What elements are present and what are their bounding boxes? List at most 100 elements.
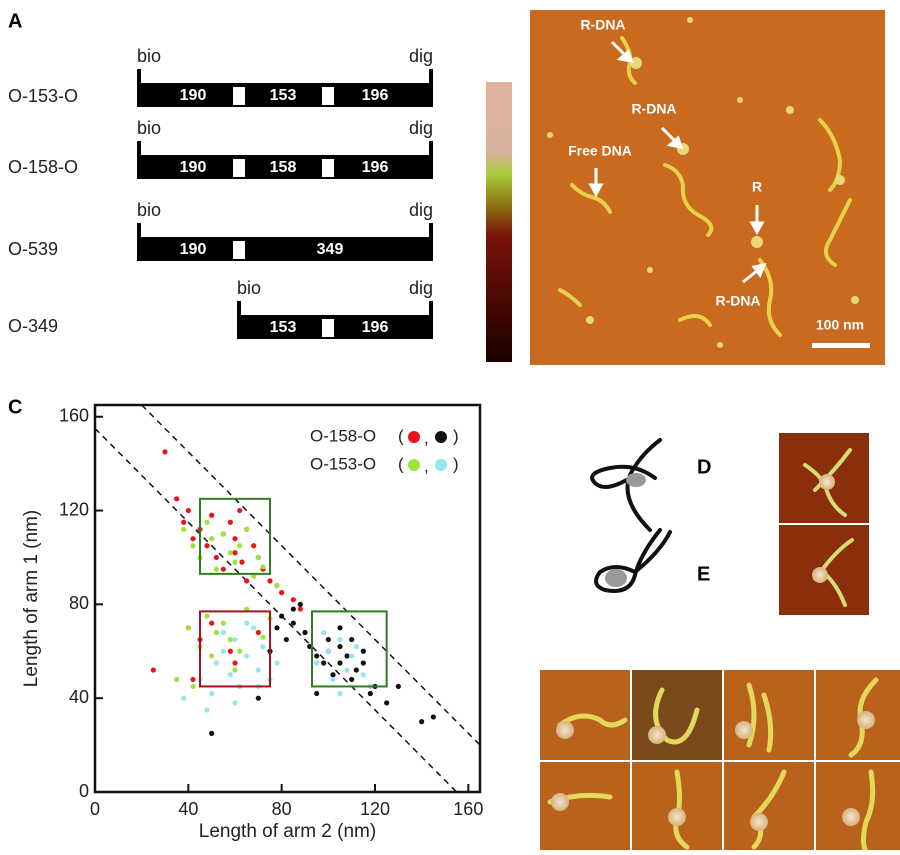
point: [291, 597, 296, 602]
dig-label: dig: [409, 46, 433, 66]
point: [267, 578, 272, 583]
x-tick-label: 160: [453, 799, 483, 819]
protein-blob: [857, 711, 875, 729]
scale-bar-label: 100 nm: [816, 317, 864, 333]
schematics: [592, 440, 670, 591]
point: [279, 613, 284, 618]
separator: [233, 159, 245, 177]
point: [291, 606, 296, 611]
segment-length: 153: [270, 319, 297, 336]
point: [298, 602, 303, 607]
point: [337, 660, 342, 665]
point: [209, 536, 214, 541]
legend-punct: (: [398, 426, 404, 445]
point: [221, 649, 226, 654]
point: [256, 667, 261, 672]
legend-punct: (: [398, 454, 404, 473]
point: [349, 637, 354, 642]
point: [151, 667, 156, 672]
protein-blob: [668, 808, 686, 826]
figure: A B C D E F O-153-Obiodig190153196O-158-…: [0, 0, 900, 850]
point: [274, 660, 279, 665]
legend-punct: ,: [424, 456, 429, 475]
point: [354, 644, 359, 649]
point: [237, 543, 242, 548]
end-tick: [237, 301, 241, 317]
point: [361, 660, 366, 665]
point: [314, 691, 319, 696]
point: [221, 567, 226, 572]
point: [209, 513, 214, 518]
point: [232, 560, 237, 565]
point: [190, 684, 195, 689]
point: [396, 684, 401, 689]
construct-name: O-539: [8, 239, 58, 259]
bio-label: bio: [137, 118, 161, 138]
y-tick-label: 0: [79, 781, 89, 801]
point: [181, 696, 186, 701]
afm-tile: [724, 762, 814, 850]
point: [221, 630, 226, 635]
legend-swatch: [435, 459, 447, 471]
point: [321, 660, 326, 665]
point: [244, 578, 249, 583]
point: [232, 637, 237, 642]
point: [232, 667, 237, 672]
point: [228, 550, 233, 555]
afm-image: R-DNA R-DNA Free DNA R R-DNA 100 nm: [530, 10, 885, 365]
y-axis-label: Length of arm 1 (nm): [21, 510, 42, 687]
point: [214, 660, 219, 665]
point: [181, 520, 186, 525]
point: [209, 731, 214, 736]
color-bar: [486, 82, 512, 362]
point: [221, 531, 226, 536]
point: [181, 527, 186, 532]
protein-blob: [648, 726, 666, 744]
point: [204, 707, 209, 712]
point: [284, 637, 289, 642]
afm-label: R-DNA: [631, 101, 676, 117]
point: [228, 520, 233, 525]
point: [237, 649, 242, 654]
protein-blob: [735, 721, 753, 739]
point: [204, 613, 209, 618]
dig-label: dig: [409, 118, 433, 138]
bio-label: bio: [137, 200, 161, 220]
point: [291, 621, 296, 626]
point: [251, 543, 256, 548]
point: [326, 649, 331, 654]
point: [361, 649, 366, 654]
scale-bar: [812, 343, 870, 348]
segment-length: 190: [180, 87, 207, 104]
point: [232, 536, 237, 541]
point: [298, 606, 303, 611]
end-tick: [137, 69, 141, 85]
x-tick-label: 120: [360, 799, 390, 819]
point: [337, 625, 342, 630]
point: [419, 719, 424, 724]
point: [209, 621, 214, 626]
end-tick: [429, 301, 433, 317]
panel-label: C: [8, 396, 22, 418]
afm-gallery: [540, 670, 900, 850]
point: [321, 630, 326, 635]
point: [337, 637, 342, 642]
legend-label: O-158-O: [310, 426, 376, 445]
construct-name: O-349: [8, 316, 58, 336]
legend-punct: ): [453, 454, 459, 473]
legend-swatch: [435, 431, 447, 443]
legend-label: O-153-O: [310, 454, 376, 473]
point: [274, 583, 279, 588]
point: [162, 449, 167, 454]
point: [260, 635, 265, 640]
x-tick-label: 80: [272, 799, 292, 819]
afm-label: Free DNA: [568, 143, 632, 159]
point: [349, 653, 354, 658]
point: [384, 700, 389, 705]
point: [174, 677, 179, 682]
x-tick-label: 0: [90, 799, 100, 819]
point: [368, 691, 373, 696]
x-axis-label: Length of arm 2 (nm): [199, 821, 376, 842]
end-tick: [429, 69, 433, 85]
separator: [233, 87, 245, 105]
